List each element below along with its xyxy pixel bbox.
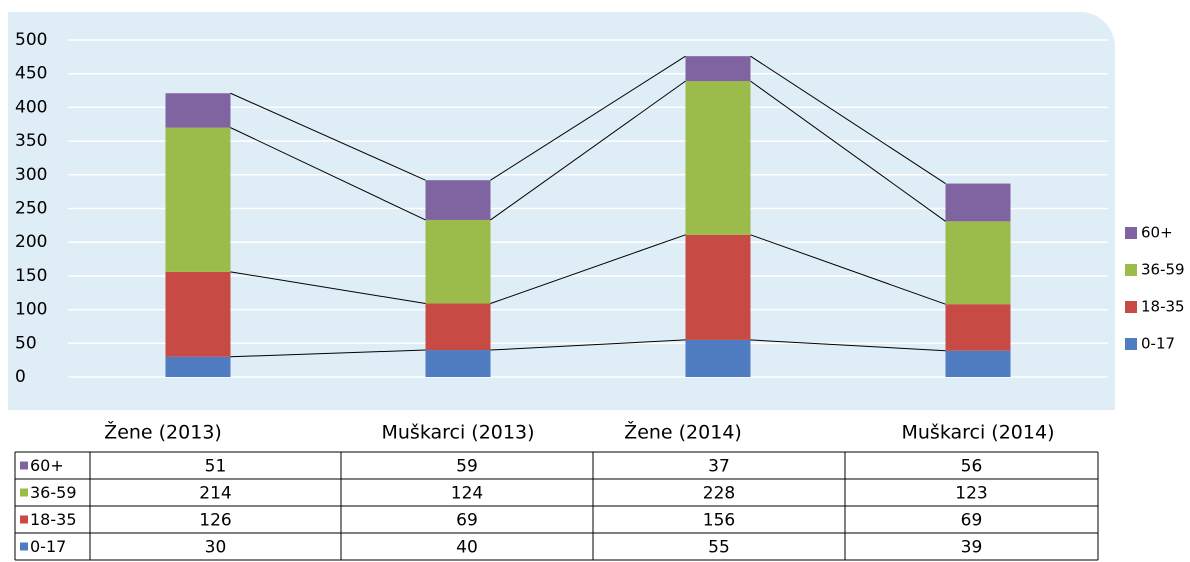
y-tick-label: 200 [15,232,47,252]
table-cell: 30 [205,538,227,558]
series-line [490,234,686,305]
bar-segment [685,234,751,340]
bar-segment [685,56,751,82]
bar-segment [165,356,231,377]
series-line [750,339,946,352]
bar-segment [945,221,1011,305]
legend-label: 60+ [1141,224,1173,242]
table-cell: 51 [205,457,227,477]
x-tick-label: Muškarci (2013) [382,422,535,444]
legend-label: 0-17 [1141,335,1175,353]
bar-segment [425,219,491,304]
bar-segment [165,127,231,272]
series-line [750,80,946,222]
table-cell: 124 [451,484,483,504]
y-tick-label: 400 [15,97,47,117]
table-swatch [20,488,28,497]
series-line [490,55,686,181]
y-tick-label: 100 [15,300,47,320]
series-line [490,80,686,221]
series-line [230,271,426,305]
table-swatch [20,515,28,524]
x-tick-label: Žene (2014) [624,421,742,444]
bar-segment [165,93,231,128]
legend-swatch [1125,301,1137,313]
y-tick-label: 350 [15,131,47,151]
x-tick-label: Žene (2013) [104,421,222,444]
bar-segment [945,350,1011,377]
table-swatch [20,461,28,470]
series-line [230,349,426,358]
legend-swatch [1125,338,1137,350]
legend-swatch [1125,227,1137,239]
series-line [230,92,426,181]
table-cell: 126 [199,511,231,531]
y-tick-label: 500 [15,30,47,50]
legend-label: 18-35 [1141,298,1185,316]
y-tick-label: 0 [15,367,26,387]
table-swatch [20,542,28,551]
bar-segment [425,180,491,220]
table-cell: 37 [708,457,730,477]
table-row-label: 18-35 [30,510,77,529]
legend-swatch [1125,264,1137,276]
series-line [230,127,426,221]
y-tick-label: 50 [15,333,37,353]
table-cell: 59 [456,457,478,477]
y-tick-label: 150 [15,266,47,286]
bar-segment [425,350,491,377]
series-line [750,55,946,184]
series-line [490,339,686,351]
table-cell: 156 [703,511,735,531]
table-row-label: 0-17 [30,537,66,556]
table-cell: 228 [703,484,735,504]
y-tick-label: 300 [15,165,47,185]
bar-segment [685,81,751,235]
y-tick-label: 250 [15,199,47,219]
table-cell: 56 [961,457,983,477]
x-tick-label: Muškarci (2014) [902,422,1055,444]
legend-label: 36-59 [1141,261,1185,279]
table-cell: 69 [961,511,983,531]
y-tick-label: 450 [15,64,47,84]
table-row-label: 60+ [30,456,64,475]
bar-segment [945,183,1011,222]
table-cell: 123 [955,484,987,504]
bar-segment [685,339,751,377]
table-row-label: 36-59 [30,483,77,502]
bar-segment [425,303,491,351]
table-cell: 214 [199,484,231,504]
series-line [750,234,946,305]
table-cell: 55 [708,538,730,558]
table-cell: 39 [961,538,983,558]
bar-segment [165,271,231,357]
chart-background [8,12,1115,410]
table-cell: 40 [456,538,478,558]
bar-segment [945,304,1011,351]
table-cell: 69 [456,511,478,531]
